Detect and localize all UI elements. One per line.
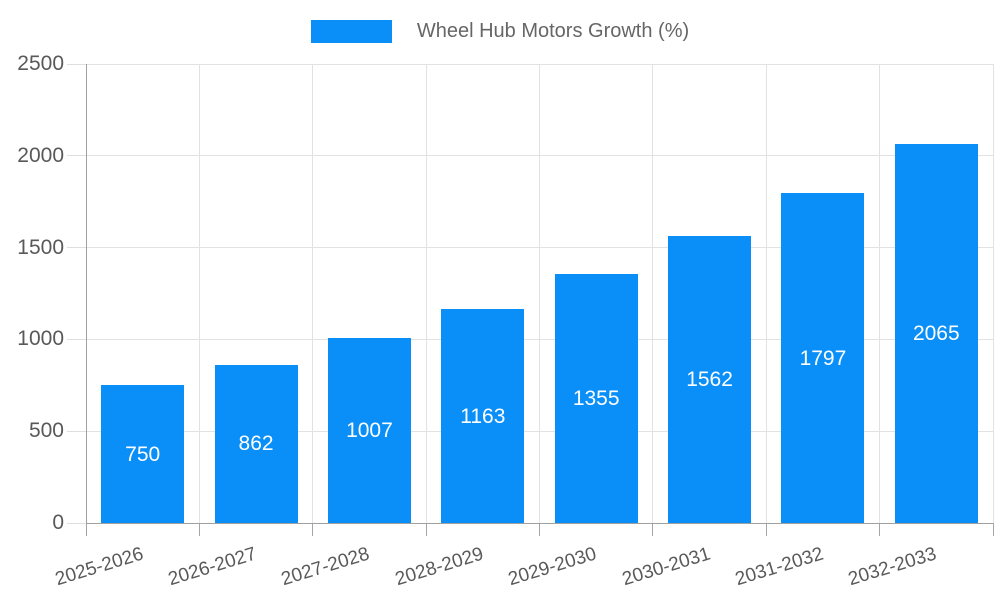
- y-axis-tick: [67, 155, 86, 157]
- y-axis-tick: [67, 247, 86, 249]
- x-axis-tick: [652, 523, 654, 536]
- bar-value-label: 862: [238, 432, 274, 456]
- y-axis-tick-label: 500: [28, 419, 64, 443]
- legend: Wheel Hub Motors Growth (%): [0, 20, 1000, 43]
- y-axis-line: [86, 64, 87, 536]
- x-gridline: [879, 64, 881, 523]
- x-gridline: [198, 64, 200, 523]
- x-axis-tick: [425, 523, 427, 536]
- bar-value-label: 2065: [912, 321, 960, 345]
- bar-2027-2028[interactable]: 1007: [327, 338, 411, 523]
- y-axis-tick-label: 1000: [17, 327, 64, 351]
- bar-2026-2027[interactable]: 862: [214, 364, 298, 523]
- x-axis-tick: [198, 523, 200, 536]
- y-axis-tick-label: 0: [52, 511, 64, 534]
- x-gridline: [992, 64, 994, 523]
- y-axis-tick: [67, 338, 86, 340]
- x-axis-line: [86, 523, 993, 524]
- x-axis-tick: [539, 523, 540, 536]
- x-gridline: [652, 64, 654, 523]
- legend-series-label[interactable]: Wheel Hub Motors Growth (%): [416, 20, 690, 42]
- x-gridline: [765, 64, 767, 523]
- bar-2028-2029[interactable]: 1163: [441, 309, 525, 523]
- x-gridline: [312, 64, 314, 523]
- legend-swatch[interactable]: [310, 20, 392, 43]
- bar-value-label: 1562: [686, 368, 733, 392]
- bar-value-label: 750: [125, 442, 161, 466]
- bar-2025-2026[interactable]: 750: [101, 385, 185, 523]
- y-axis-tick-label: 2000: [17, 143, 64, 167]
- bar-2031-2032[interactable]: 1797: [781, 193, 865, 523]
- bar-2029-2030[interactable]: 1355: [554, 274, 638, 523]
- bar-value-label: 1797: [799, 346, 847, 370]
- plot-area: 0 500 1000 1500 2000 2500 750 862 1007 1163 1355 15…: [17, 53, 994, 590]
- bar-2030-2031[interactable]: 1562: [668, 236, 752, 523]
- x-gridline: [425, 64, 427, 523]
- x-axis-tick: [879, 523, 881, 536]
- x-gridline: [539, 64, 540, 523]
- bar-value-label: 1163: [460, 404, 506, 428]
- bar-value-label: 1007: [346, 419, 393, 443]
- y-axis-tick-label: 1500: [17, 235, 64, 259]
- x-axis-tick: [312, 523, 314, 536]
- bar-value-label: 1355: [572, 387, 620, 411]
- y-axis-tick: [67, 63, 86, 65]
- y-axis-tick: [67, 522, 86, 524]
- y-axis-tick: [67, 430, 86, 432]
- x-axis-tick: [765, 523, 767, 536]
- y-axis-tick-label: 2500: [17, 52, 64, 75]
- bar-2032-2033[interactable]: 2065: [894, 143, 978, 523]
- x-axis-tick: [992, 523, 994, 536]
